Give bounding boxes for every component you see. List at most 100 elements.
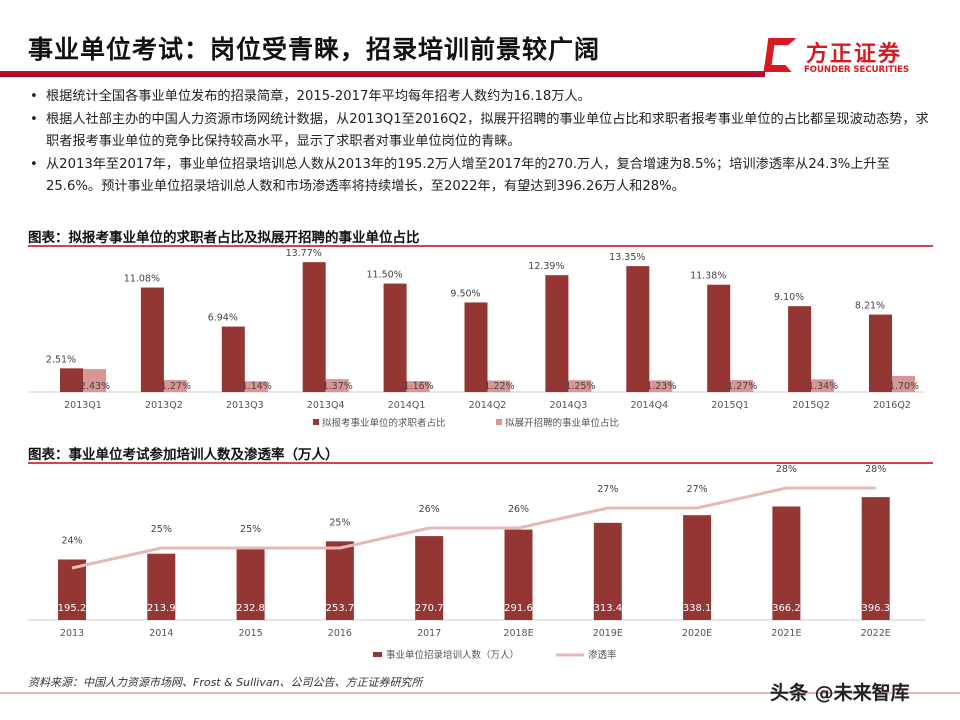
- line-value-label: 25%: [240, 524, 261, 535]
- logo-cn-text: 方正证券: [806, 42, 903, 67]
- x-tick-label: 2022E: [861, 628, 891, 639]
- bar-trainees: [861, 497, 890, 620]
- x-tick-label: 2013: [60, 628, 84, 639]
- legend-label: 渗透率: [588, 649, 617, 661]
- bar-trainees: [683, 515, 712, 620]
- x-tick-label: 2015Q2: [792, 400, 830, 411]
- legend-swatch: [313, 419, 319, 425]
- bar-jobseeker-share: [221, 326, 245, 392]
- logo-mark-icon: [763, 38, 797, 72]
- bar-jobseeker-share: [383, 283, 407, 392]
- bullet-list: 根据统计全国各事业单位发布的招录简章，2015-2017年平均每年招考人数约为1…: [28, 86, 938, 199]
- x-tick-label: 2016Q2: [873, 400, 911, 411]
- bar-value-label: 213.9: [147, 603, 176, 614]
- data-label: 13.35%: [609, 252, 645, 263]
- line-value-label: 25%: [151, 524, 172, 535]
- bar-value-label: 253.7: [326, 603, 355, 614]
- line-value-label: 25%: [329, 517, 350, 528]
- line-value-label: 28%: [865, 464, 886, 475]
- legend-swatch: [496, 419, 502, 425]
- bar-employer-share: [892, 375, 915, 392]
- bar-employer-share: [568, 380, 592, 392]
- data-label: 1.22%: [484, 381, 514, 392]
- penetration-line: [71, 486, 876, 570]
- bar-jobseeker-share: [302, 262, 326, 392]
- bar-value-label: 270.7: [415, 603, 444, 614]
- bar-jobseeker-share: [626, 266, 650, 392]
- data-label: 1.23%: [646, 381, 676, 392]
- footer-line: [0, 692, 960, 694]
- legend-swatch: [373, 652, 382, 657]
- bar-value-label: 291.6: [504, 603, 533, 614]
- bar-employer-share: [730, 380, 754, 392]
- data-label: 9.50%: [450, 288, 480, 299]
- x-tick-label: 2013Q3: [226, 400, 264, 411]
- x-tick-label: 2014: [149, 628, 173, 639]
- source-note: 资料来源：中国人力资源市场网、Frost & Sullivan、公司公告、方正证…: [28, 676, 423, 689]
- bullet-item: 从2013年至2017年，事业单位招录培训总人数从2013年的195.2万人增至…: [28, 154, 938, 199]
- bar-employer-share: [811, 379, 835, 392]
- bar-trainees: [325, 541, 354, 620]
- line-value-label: 27%: [597, 484, 618, 495]
- data-label: 1.27%: [161, 381, 191, 392]
- x-tick-label: 2013Q4: [307, 400, 345, 411]
- x-tick-label: 2018E: [503, 628, 533, 639]
- x-tick-label: 2020E: [682, 628, 712, 639]
- bullet-item: 根据人社部主办的中国人力资源市场网统计数据，从2013Q1至2016Q2，拟展开…: [28, 109, 938, 154]
- data-label: 6.94%: [208, 313, 238, 324]
- bar-trainees: [593, 522, 622, 620]
- x-tick-label: 2021E: [771, 628, 801, 639]
- data-label: 11.50%: [366, 270, 402, 281]
- data-label: 1.37%: [323, 381, 353, 392]
- data-label: 1.16%: [404, 381, 434, 392]
- data-label: 13.77%: [286, 248, 322, 259]
- bar-value-label: 232.8: [236, 603, 265, 614]
- chart2-divider: [28, 462, 933, 464]
- logo-en-text: FOUNDER SECURITIES: [804, 65, 910, 75]
- data-label: 1.34%: [808, 381, 838, 392]
- data-label: 2.43%: [80, 381, 110, 392]
- bar-jobseeker-share: [869, 314, 892, 392]
- bar-trainees: [772, 506, 801, 620]
- line-value-label: 26%: [508, 504, 529, 515]
- chart2-title: 图表：事业单位考试参加培训人数及渗透率（万人）: [28, 447, 339, 463]
- x-tick-label: 2014Q1: [388, 400, 426, 411]
- x-tick-label: 2014Q2: [469, 400, 507, 411]
- bullet-item: 根据统计全国各事业单位发布的招录简章，2015-2017年平均每年招考人数约为1…: [28, 86, 938, 109]
- bar-value-label: 313.4: [593, 603, 622, 614]
- watermark: 头条 @未来智库: [770, 682, 910, 704]
- bar-jobseeker-share: [140, 287, 164, 392]
- data-label: 1.70%: [889, 381, 919, 392]
- bar-value-label: 195.2: [58, 603, 87, 614]
- title-divider: [0, 71, 765, 77]
- chart2-svg: 195.2 2013 24% 213.9 2014 25% 232.8 2015 25% 253.…: [28, 464, 925, 661]
- data-label: 11.38%: [690, 271, 726, 282]
- bar-value-label: 338.1: [683, 603, 712, 614]
- bar-value-label: 396.3: [861, 603, 890, 614]
- bar-employer-share: [406, 381, 430, 392]
- x-tick-label: 2014Q3: [550, 400, 588, 411]
- chart1-divider: [28, 245, 933, 247]
- bar-value-label: 366.2: [772, 603, 801, 614]
- bar-employer-share: [83, 369, 106, 392]
- legend-label: 拟展开招聘的事业单位占比: [505, 417, 619, 429]
- data-label: 11.08%: [124, 274, 160, 285]
- legend-label: 拟报考事业单位的求职者占比: [322, 417, 446, 429]
- x-tick-label: 2017: [417, 628, 441, 639]
- bar-jobseeker-share: [60, 368, 83, 392]
- bar-employer-share: [325, 379, 349, 392]
- x-tick-label: 2019E: [593, 628, 623, 639]
- chart1-title: 图表：拟报考事业单位的求职者占比及拟展开招聘的事业单位占比: [28, 230, 420, 246]
- bar-trainees: [236, 547, 265, 620]
- data-label: 1.25%: [565, 381, 595, 392]
- bar-jobseeker-share: [707, 284, 731, 392]
- bar-trainees: [58, 559, 86, 620]
- founder-securities-logo: 方正证券 FOUNDER SECURITIES: [763, 36, 936, 84]
- line-value-label: 28%: [776, 464, 797, 475]
- x-tick-label: 2015: [239, 628, 263, 639]
- chart1-svg: 2.51% 2.43% 2013Q1 11.08% 1.27% 2013Q2 6.94% 1.…: [28, 248, 925, 429]
- legend-label: 事业单位招录培训人数（万人）: [386, 649, 519, 661]
- bar-trainees: [504, 529, 533, 620]
- data-label: 8.21%: [855, 301, 885, 312]
- data-label: 12.39%: [528, 261, 564, 272]
